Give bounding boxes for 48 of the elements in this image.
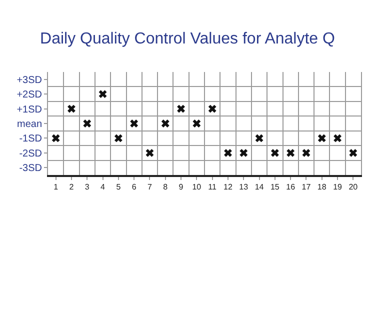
x-tick-label: 18 xyxy=(317,182,327,192)
x-tick-label: 20 xyxy=(348,182,358,192)
x-tick-label: 8 xyxy=(163,182,168,192)
y-tick-label: +1SD xyxy=(16,104,42,116)
x-tick-label: 14 xyxy=(254,182,264,192)
x-tick-label: 13 xyxy=(239,182,249,192)
x-tick-label: 5 xyxy=(116,182,122,192)
point xyxy=(334,134,342,142)
x-tick-label: 17 xyxy=(302,182,312,192)
point xyxy=(130,120,138,128)
y-tick-label: mean xyxy=(16,119,42,130)
x-tick-label: 15 xyxy=(270,182,280,192)
x-tick-label: 11 xyxy=(208,182,218,192)
x-tick-label: 4 xyxy=(100,182,106,192)
point xyxy=(318,134,326,142)
x-tick-label: 19 xyxy=(333,182,343,192)
y-tick-label: -1SD xyxy=(19,134,42,145)
y-tick-label: -2SD xyxy=(19,148,42,160)
y-tick-label: -3SD xyxy=(19,163,42,174)
point xyxy=(192,120,201,128)
x-tick-label: 2 xyxy=(69,182,74,192)
x-tick-label: 12 xyxy=(224,182,233,192)
point xyxy=(224,148,232,157)
point xyxy=(208,104,216,113)
point xyxy=(98,90,107,98)
point xyxy=(146,148,154,157)
point xyxy=(255,134,264,142)
chart-title: Daily Quality Control Values for Analyte Q xyxy=(40,30,335,48)
point xyxy=(349,148,358,157)
point xyxy=(286,148,295,157)
x-tick-label: 9 xyxy=(178,182,184,192)
x-tick-label: 1 xyxy=(54,182,59,192)
x-tick-label: 10 xyxy=(192,182,202,192)
point xyxy=(52,134,60,142)
x-tick-label: 6 xyxy=(132,182,137,192)
point xyxy=(302,148,310,157)
y-tick-label: +2SD xyxy=(16,90,42,101)
point xyxy=(270,148,279,157)
point xyxy=(240,148,248,157)
x-tick-label: 3 xyxy=(84,182,90,192)
point xyxy=(83,120,92,128)
point xyxy=(177,104,185,113)
x-tick-label: 7 xyxy=(148,182,153,192)
point xyxy=(161,120,170,128)
point xyxy=(114,134,122,142)
point xyxy=(68,104,76,113)
y-tick-label: +3SD xyxy=(16,74,42,86)
x-tick-label: 16 xyxy=(286,182,296,192)
